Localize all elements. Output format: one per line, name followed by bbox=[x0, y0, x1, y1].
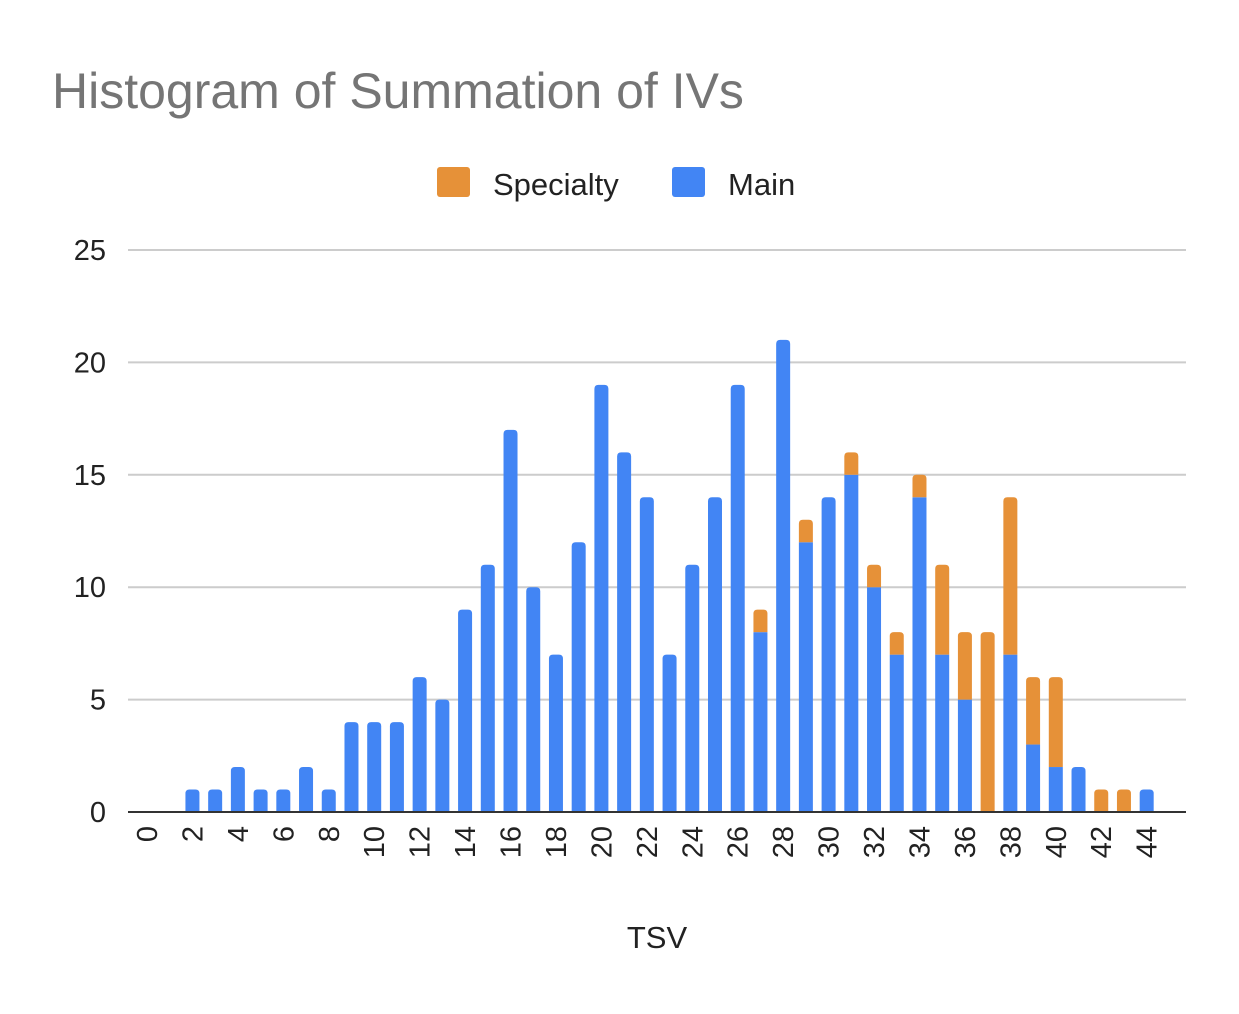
x-tick-label-42: 42 bbox=[1086, 826, 1118, 858]
bar-specialty-43 bbox=[1116, 789, 1131, 812]
bar-main-15 bbox=[480, 564, 495, 812]
x-tick-label-22: 22 bbox=[632, 826, 664, 858]
bar-main-36 bbox=[957, 699, 972, 812]
bar-main-17 bbox=[526, 587, 541, 812]
bar-main-7 bbox=[299, 767, 314, 812]
x-tick-label-10: 10 bbox=[359, 826, 391, 858]
y-tick-label-10: 10 bbox=[74, 572, 106, 604]
x-tick-label-16: 16 bbox=[496, 826, 528, 858]
x-tick-label-4: 4 bbox=[223, 826, 255, 842]
x-tick-label-18: 18 bbox=[541, 826, 573, 858]
x-tick-label-28: 28 bbox=[768, 826, 800, 858]
x-tick-label-44: 44 bbox=[1132, 826, 1164, 858]
x-axis-label: TSV bbox=[627, 920, 688, 955]
y-tick-label-5: 5 bbox=[90, 685, 106, 717]
bar-main-10 bbox=[367, 722, 382, 812]
bar-main-18 bbox=[548, 654, 563, 812]
bar-main-30 bbox=[821, 497, 836, 812]
bar-main-44 bbox=[1139, 789, 1154, 812]
bar-specialty-38 bbox=[1003, 497, 1018, 655]
bar-main-28 bbox=[776, 339, 791, 812]
bar-specialty-32 bbox=[867, 564, 882, 588]
x-tick-label-8: 8 bbox=[314, 826, 346, 842]
bar-main-38 bbox=[1003, 654, 1018, 812]
bar-main-5 bbox=[253, 789, 268, 812]
x-tick-label-24: 24 bbox=[677, 826, 709, 858]
bar-main-35 bbox=[935, 654, 950, 812]
bar-specialty-42 bbox=[1094, 789, 1109, 812]
bar-main-26 bbox=[730, 384, 745, 812]
bar-main-19 bbox=[571, 542, 586, 812]
bar-main-20 bbox=[594, 384, 609, 812]
bar-main-23 bbox=[662, 654, 677, 812]
bars bbox=[185, 339, 1154, 812]
bar-main-27 bbox=[753, 632, 768, 812]
legend-label-specialty: Specialty bbox=[493, 167, 619, 202]
legend-swatch-specialty bbox=[437, 167, 470, 197]
legend-swatch-main bbox=[672, 167, 705, 197]
bar-main-25 bbox=[708, 497, 722, 812]
bar-main-13 bbox=[435, 699, 450, 812]
bar-specialty-35 bbox=[935, 564, 950, 655]
bar-main-11 bbox=[389, 722, 404, 812]
bar-specialty-27 bbox=[753, 609, 768, 633]
bar-main-32 bbox=[867, 587, 882, 812]
bar-specialty-29 bbox=[798, 519, 813, 543]
bar-main-40 bbox=[1048, 767, 1063, 812]
bar-main-41 bbox=[1071, 767, 1086, 812]
bar-main-14 bbox=[458, 609, 473, 812]
bar-main-33 bbox=[889, 654, 904, 812]
bar-main-9 bbox=[344, 722, 359, 812]
bar-main-29 bbox=[798, 542, 813, 812]
x-tick-label-34: 34 bbox=[904, 826, 936, 858]
x-tick-label-20: 20 bbox=[586, 826, 618, 858]
bar-specialty-37 bbox=[980, 632, 995, 812]
bar-main-22 bbox=[639, 497, 654, 812]
bar-main-24 bbox=[685, 564, 700, 812]
bar-specialty-33 bbox=[889, 632, 904, 655]
gridlines bbox=[128, 249, 1186, 701]
legend: Specialty Main bbox=[437, 167, 795, 202]
x-tick-label-40: 40 bbox=[1041, 826, 1073, 858]
x-tick-label-2: 2 bbox=[177, 826, 209, 842]
bar-main-34 bbox=[912, 497, 927, 812]
bar-specialty-36 bbox=[957, 632, 972, 700]
x-tick-label-32: 32 bbox=[859, 826, 891, 858]
y-tick-label-20: 20 bbox=[74, 347, 106, 379]
chart-title: Histogram of Summation of IVs bbox=[52, 63, 744, 119]
bar-specialty-40 bbox=[1048, 677, 1063, 768]
bar-main-6 bbox=[276, 789, 291, 812]
x-axis-ticks: 0 2 4 6 8 10 12 14 16 18 20 22 24 26 28 30 32 34 36 38 40 42 4… bbox=[132, 826, 1164, 858]
bar-main-31 bbox=[844, 474, 859, 812]
bar-main-8 bbox=[321, 789, 336, 812]
bar-specialty-31 bbox=[844, 452, 859, 475]
legend-label-main: Main bbox=[728, 167, 795, 202]
bar-main-16 bbox=[503, 429, 518, 812]
x-tick-label-14: 14 bbox=[450, 826, 482, 858]
bar-main-21 bbox=[617, 452, 632, 812]
bar-main-39 bbox=[1026, 744, 1041, 812]
bar-main-4 bbox=[230, 767, 245, 812]
bar-specialty-34 bbox=[912, 474, 927, 498]
y-axis-ticks: 0 5 10 15 20 25 bbox=[74, 235, 106, 829]
x-tick-label-26: 26 bbox=[723, 826, 755, 858]
x-tick-label-38: 38 bbox=[995, 826, 1027, 858]
x-tick-label-6: 6 bbox=[268, 826, 300, 842]
y-tick-label-0: 0 bbox=[90, 797, 106, 829]
y-tick-label-25: 25 bbox=[74, 235, 106, 267]
x-tick-label-0: 0 bbox=[132, 826, 164, 842]
y-tick-label-15: 15 bbox=[74, 460, 106, 492]
x-tick-label-12: 12 bbox=[405, 826, 437, 858]
x-tick-label-36: 36 bbox=[950, 826, 982, 858]
bar-main-12 bbox=[412, 677, 427, 812]
x-tick-label-30: 30 bbox=[814, 826, 846, 858]
bar-main-2 bbox=[185, 789, 200, 812]
bar-specialty-39 bbox=[1026, 677, 1041, 745]
bar-main-3 bbox=[208, 789, 223, 812]
